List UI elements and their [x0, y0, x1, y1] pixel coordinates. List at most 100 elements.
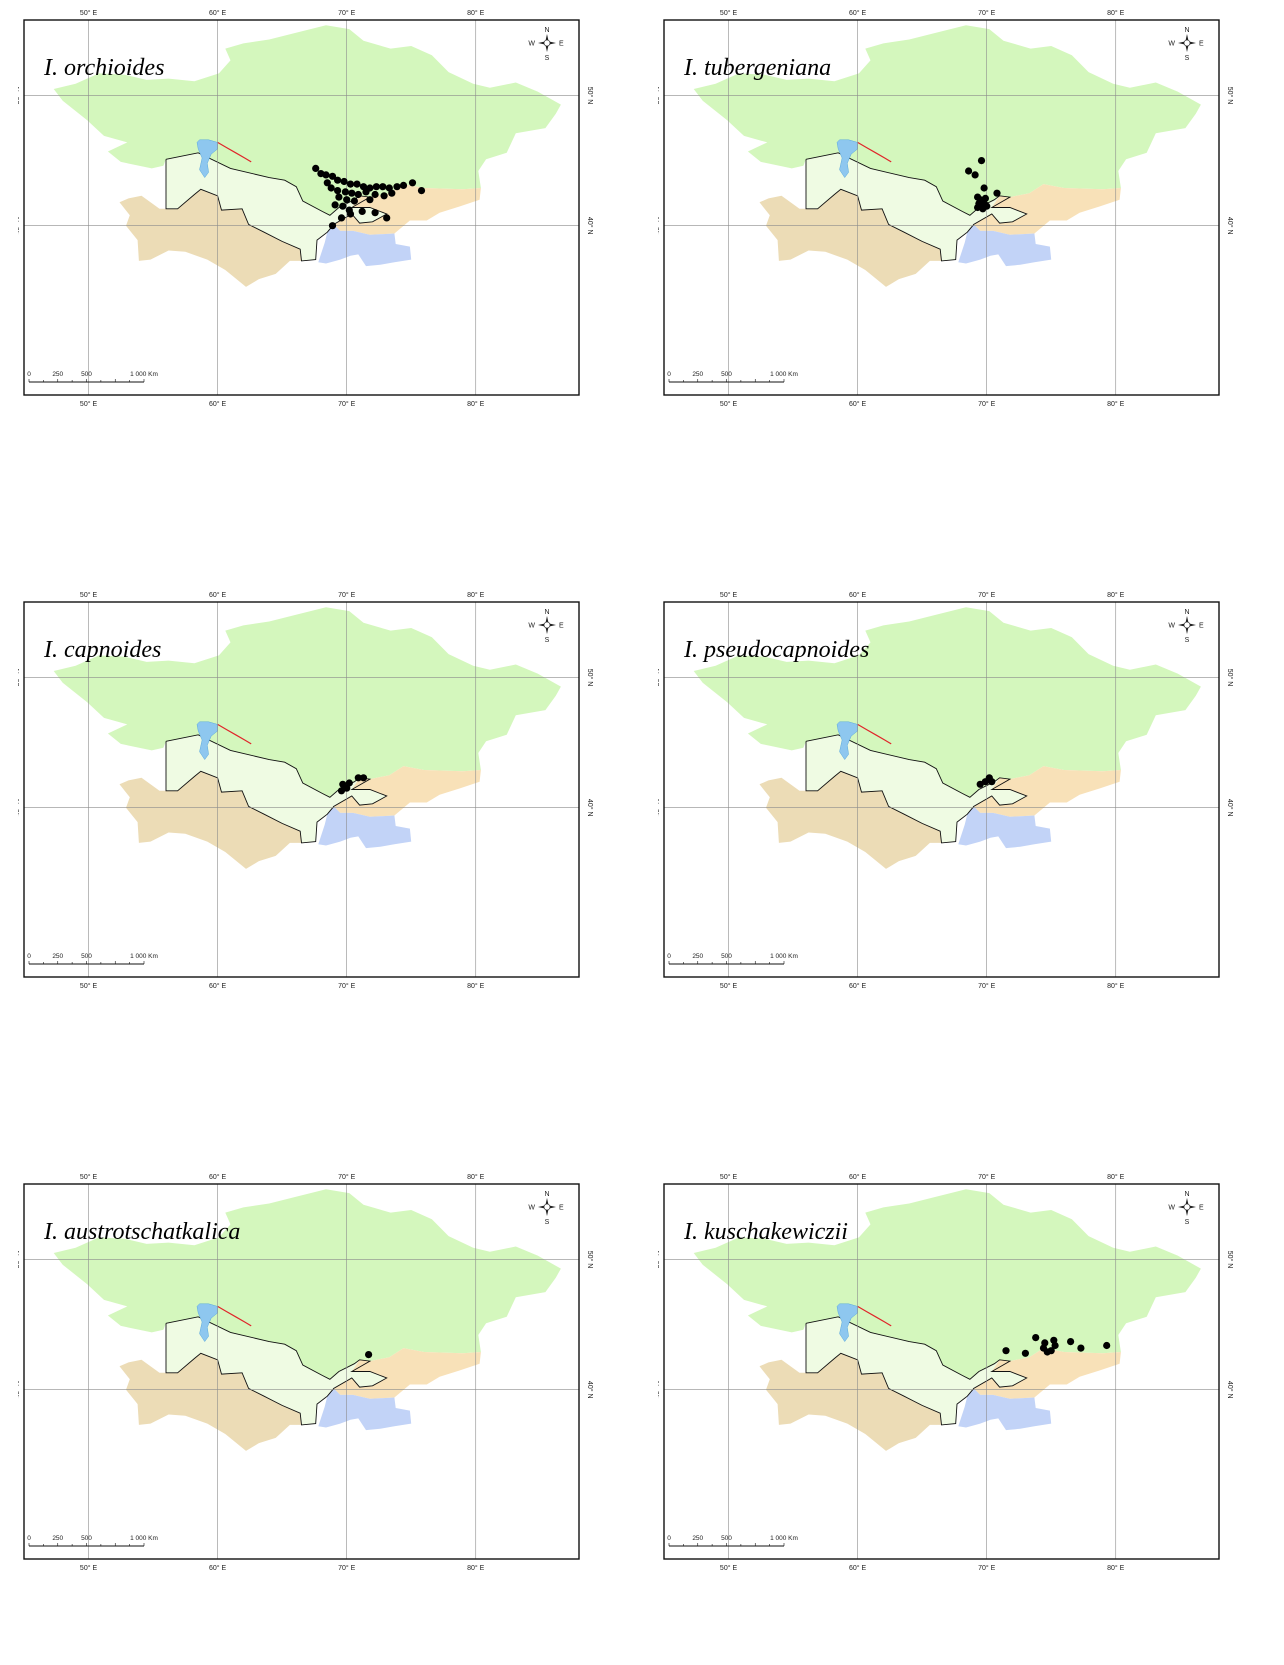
lon-tick-bottom: 60° E: [849, 982, 867, 990]
scale-bar: [28, 961, 145, 965]
occurrence-point: [1103, 1341, 1111, 1350]
scale-label-250: 250: [692, 953, 703, 960]
kazakhstan-region: [53, 607, 561, 798]
occurrence-point: [327, 184, 335, 192]
lon-tick-top: 70° E: [338, 591, 356, 599]
occurrence-point: [372, 183, 380, 191]
lat-tick-left: 40° N: [658, 217, 661, 235]
lon-tick-bottom: 80° E: [1107, 982, 1125, 990]
tajikistan-region: [958, 1388, 1052, 1431]
compass-w-label: W: [1168, 623, 1175, 630]
occurrence-point: [379, 183, 387, 191]
compass-w-label: W: [528, 1205, 535, 1212]
map-2: 50° E 50° E 60° E 60° E 70° E 70° E 80° E 80° E…: [658, 9, 1234, 408]
red-border-segment: [217, 1305, 252, 1327]
occurrence-point: [1077, 1344, 1085, 1352]
compass-icon: [1178, 34, 1196, 52]
compass-n-label: N: [544, 27, 549, 34]
scale-label-250: 250: [692, 1535, 703, 1542]
compass-n-label: N: [544, 1191, 549, 1198]
map-5: 50° E 50° E 60° E 60° E 70° E 70° E 80° E 80° E…: [18, 1173, 594, 1572]
compass-e-label: E: [559, 41, 564, 48]
lat-tick-right: 50° N: [586, 669, 594, 687]
lon-tick-bottom: 50° E: [720, 982, 738, 990]
lon-tick-bottom: 70° E: [978, 982, 996, 990]
kazakhstan-region: [693, 25, 1201, 216]
compass-icon: [538, 34, 556, 52]
scale-label-0: 0: [27, 953, 31, 960]
scale-label-1000: 1 000 Km: [130, 953, 158, 960]
compass-w-label: W: [528, 623, 535, 630]
lon-tick-top: 60° E: [849, 1173, 867, 1181]
map-panel-2: 50° E 50° E 60° E 60° E 70° E 70° E 80° E 80° E…: [658, 4, 1278, 434]
scale-label-1000: 1 000 Km: [770, 1535, 798, 1542]
occurrence-point: [337, 214, 346, 222]
lon-tick-bottom: 50° E: [720, 400, 738, 408]
compass-e-label: E: [559, 1205, 564, 1212]
scale-label-0: 0: [27, 1535, 31, 1542]
turkmenistan-region: [119, 189, 302, 287]
occurrence-point: [328, 172, 337, 180]
occurrence-point: [350, 197, 358, 205]
turkmenistan-region: [119, 771, 302, 869]
lat-tick-right: 40° N: [1226, 217, 1234, 235]
turkmenistan-region: [759, 771, 942, 869]
map-panel-6: 50° E 50° E 60° E 60° E 70° E 70° E 80° E 80° E…: [658, 1168, 1278, 1598]
turkmenistan-region: [119, 1353, 302, 1451]
lon-tick-top: 50° E: [80, 591, 98, 599]
species-title: I. capnoides: [43, 637, 161, 663]
occurrence-point: [335, 193, 343, 201]
species-title: I. austrotschatkalica: [43, 1219, 240, 1245]
scale-label-250: 250: [52, 371, 63, 378]
lat-tick-left: 40° N: [658, 1381, 661, 1399]
lat-tick-right: 40° N: [586, 217, 594, 235]
uzbekistan-region: [166, 1316, 387, 1425]
occurrence-point: [343, 196, 351, 204]
compass-s-label: S: [545, 55, 550, 62]
lon-tick-bottom: 50° E: [80, 400, 98, 408]
lon-tick-top: 70° E: [978, 591, 996, 599]
lon-tick-top: 80° E: [467, 591, 485, 599]
occurrence-point: [340, 177, 348, 186]
lon-tick-top: 60° E: [209, 9, 227, 17]
uzbekistan-region: [806, 152, 1027, 261]
lon-tick-bottom: 60° E: [209, 1564, 227, 1572]
uzbekistan-border: [805, 734, 1028, 844]
lat-tick-left: 50° N: [18, 1251, 21, 1269]
lon-tick-top: 60° E: [209, 1173, 227, 1181]
scale-bar: [28, 1543, 145, 1547]
map-frame: [663, 1183, 1220, 1560]
occurrence-point: [366, 196, 374, 204]
occurrence-point: [339, 202, 347, 210]
scale-label-1000: 1 000 Km: [130, 1535, 158, 1542]
occurrence-point: [359, 774, 368, 782]
map-panel-1: 50° E 50° E 60° E 60° E 70° E 70° E 80° E 80° E…: [18, 4, 638, 434]
lon-tick-bottom: 70° E: [338, 982, 356, 990]
lon-tick-bottom: 70° E: [978, 1564, 996, 1572]
scale-label-500: 500: [81, 953, 92, 960]
lon-tick-top: 60° E: [849, 9, 867, 17]
compass-icon: [1178, 616, 1196, 634]
lon-tick-bottom: 70° E: [338, 1564, 356, 1572]
lat-tick-right: 40° N: [586, 1381, 594, 1399]
lon-tick-top: 80° E: [1107, 9, 1125, 17]
scale-label-500: 500: [81, 1535, 92, 1542]
occurrence-point: [348, 189, 356, 197]
tajikistan-region: [318, 806, 412, 849]
red-border-segment: [857, 141, 892, 163]
compass-n-label: N: [544, 609, 549, 616]
occurrence-point: [322, 171, 330, 179]
red-border-segment: [857, 1305, 892, 1327]
scale-label-0: 0: [27, 371, 31, 378]
lon-tick-bottom: 80° E: [1107, 1564, 1125, 1572]
occurrence-point: [971, 171, 979, 179]
species-title: I. orchioides: [43, 55, 164, 81]
occurrence-point: [1002, 1347, 1010, 1355]
lon-tick-top: 50° E: [720, 1173, 738, 1181]
scale-label-500: 500: [721, 953, 732, 960]
scale-label-250: 250: [52, 953, 63, 960]
compass-s-label: S: [1185, 55, 1190, 62]
map-panel-5: 50° E 50° E 60° E 60° E 70° E 70° E 80° E 80° E…: [18, 1168, 638, 1598]
occurrence-point: [1032, 1334, 1040, 1342]
compass-s-label: S: [545, 1219, 550, 1226]
